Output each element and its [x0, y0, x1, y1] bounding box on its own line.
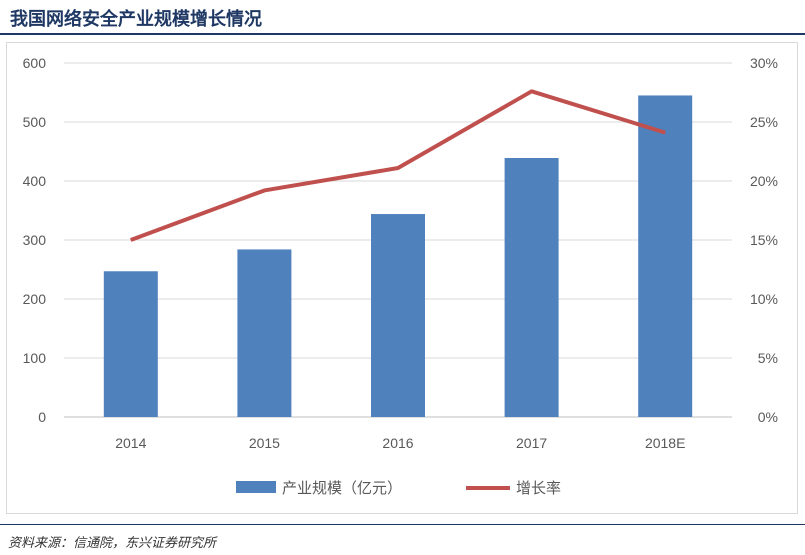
y-right-axis: 0% 5% 10% 15% 20% 25% 30% [750, 55, 778, 425]
x-tick-label: 2016 [382, 435, 413, 451]
growth-rate-point-2018E [664, 132, 666, 134]
y-left-axis: 0 100 200 300 400 500 600 [23, 55, 47, 425]
growth-rate-point-2014 [130, 239, 132, 241]
line-series [130, 89, 666, 242]
y-left-tick-label: 100 [23, 350, 47, 366]
source-note: 资料来源：信通院，东兴证券研究所 [8, 536, 217, 551]
bar-2017 [504, 157, 559, 418]
legend-bar-swatch [236, 481, 276, 493]
x-tick-label: 2018E [645, 435, 685, 451]
y-left-tick-label: 400 [23, 173, 47, 189]
chart-frame [6, 42, 798, 514]
y-right-tick-label: 0% [758, 409, 778, 425]
bar-series [103, 95, 693, 418]
growth-rate-point-2016 [397, 167, 399, 169]
y-right-tick-label: 20% [750, 173, 778, 189]
y-right-tick-label: 25% [750, 114, 778, 130]
bar-2014 [103, 271, 158, 417]
y-left-tick-label: 200 [23, 291, 47, 307]
legend-line-label: 增长率 [516, 479, 561, 497]
growth-rate-point-2015 [263, 189, 265, 191]
y-left-tick-label: 600 [23, 55, 47, 71]
source-divider [0, 524, 805, 525]
x-axis: 2014 2015 2016 2017 2018E [115, 435, 685, 451]
x-tick-label: 2014 [115, 435, 146, 451]
legend-bar-label: 产业规模（亿元） [282, 479, 402, 497]
title-bar: 我国网络安全产业规模增长情况 [0, 0, 805, 38]
y-right-tick-label: 10% [750, 291, 778, 307]
y-left-tick-label: 500 [23, 114, 47, 130]
bar-2018E [638, 95, 693, 417]
x-tick-label: 2017 [516, 435, 547, 451]
x-tick-label: 2015 [249, 435, 280, 451]
title-underline [0, 33, 805, 35]
y-left-tick-label: 0 [38, 409, 46, 425]
growth-rate-point-2017 [531, 90, 533, 92]
legend: 产业规模（亿元） 增长率 [236, 479, 561, 497]
y-left-tick-label: 300 [23, 232, 47, 248]
bar-2015 [237, 249, 292, 417]
chart-title: 我国网络安全产业规模增长情况 [10, 9, 262, 30]
y-right-tick-label: 15% [750, 232, 778, 248]
gridlines [64, 62, 732, 418]
y-right-tick-label: 5% [758, 350, 778, 366]
bar-2016 [371, 214, 425, 417]
y-right-tick-label: 30% [750, 55, 778, 71]
